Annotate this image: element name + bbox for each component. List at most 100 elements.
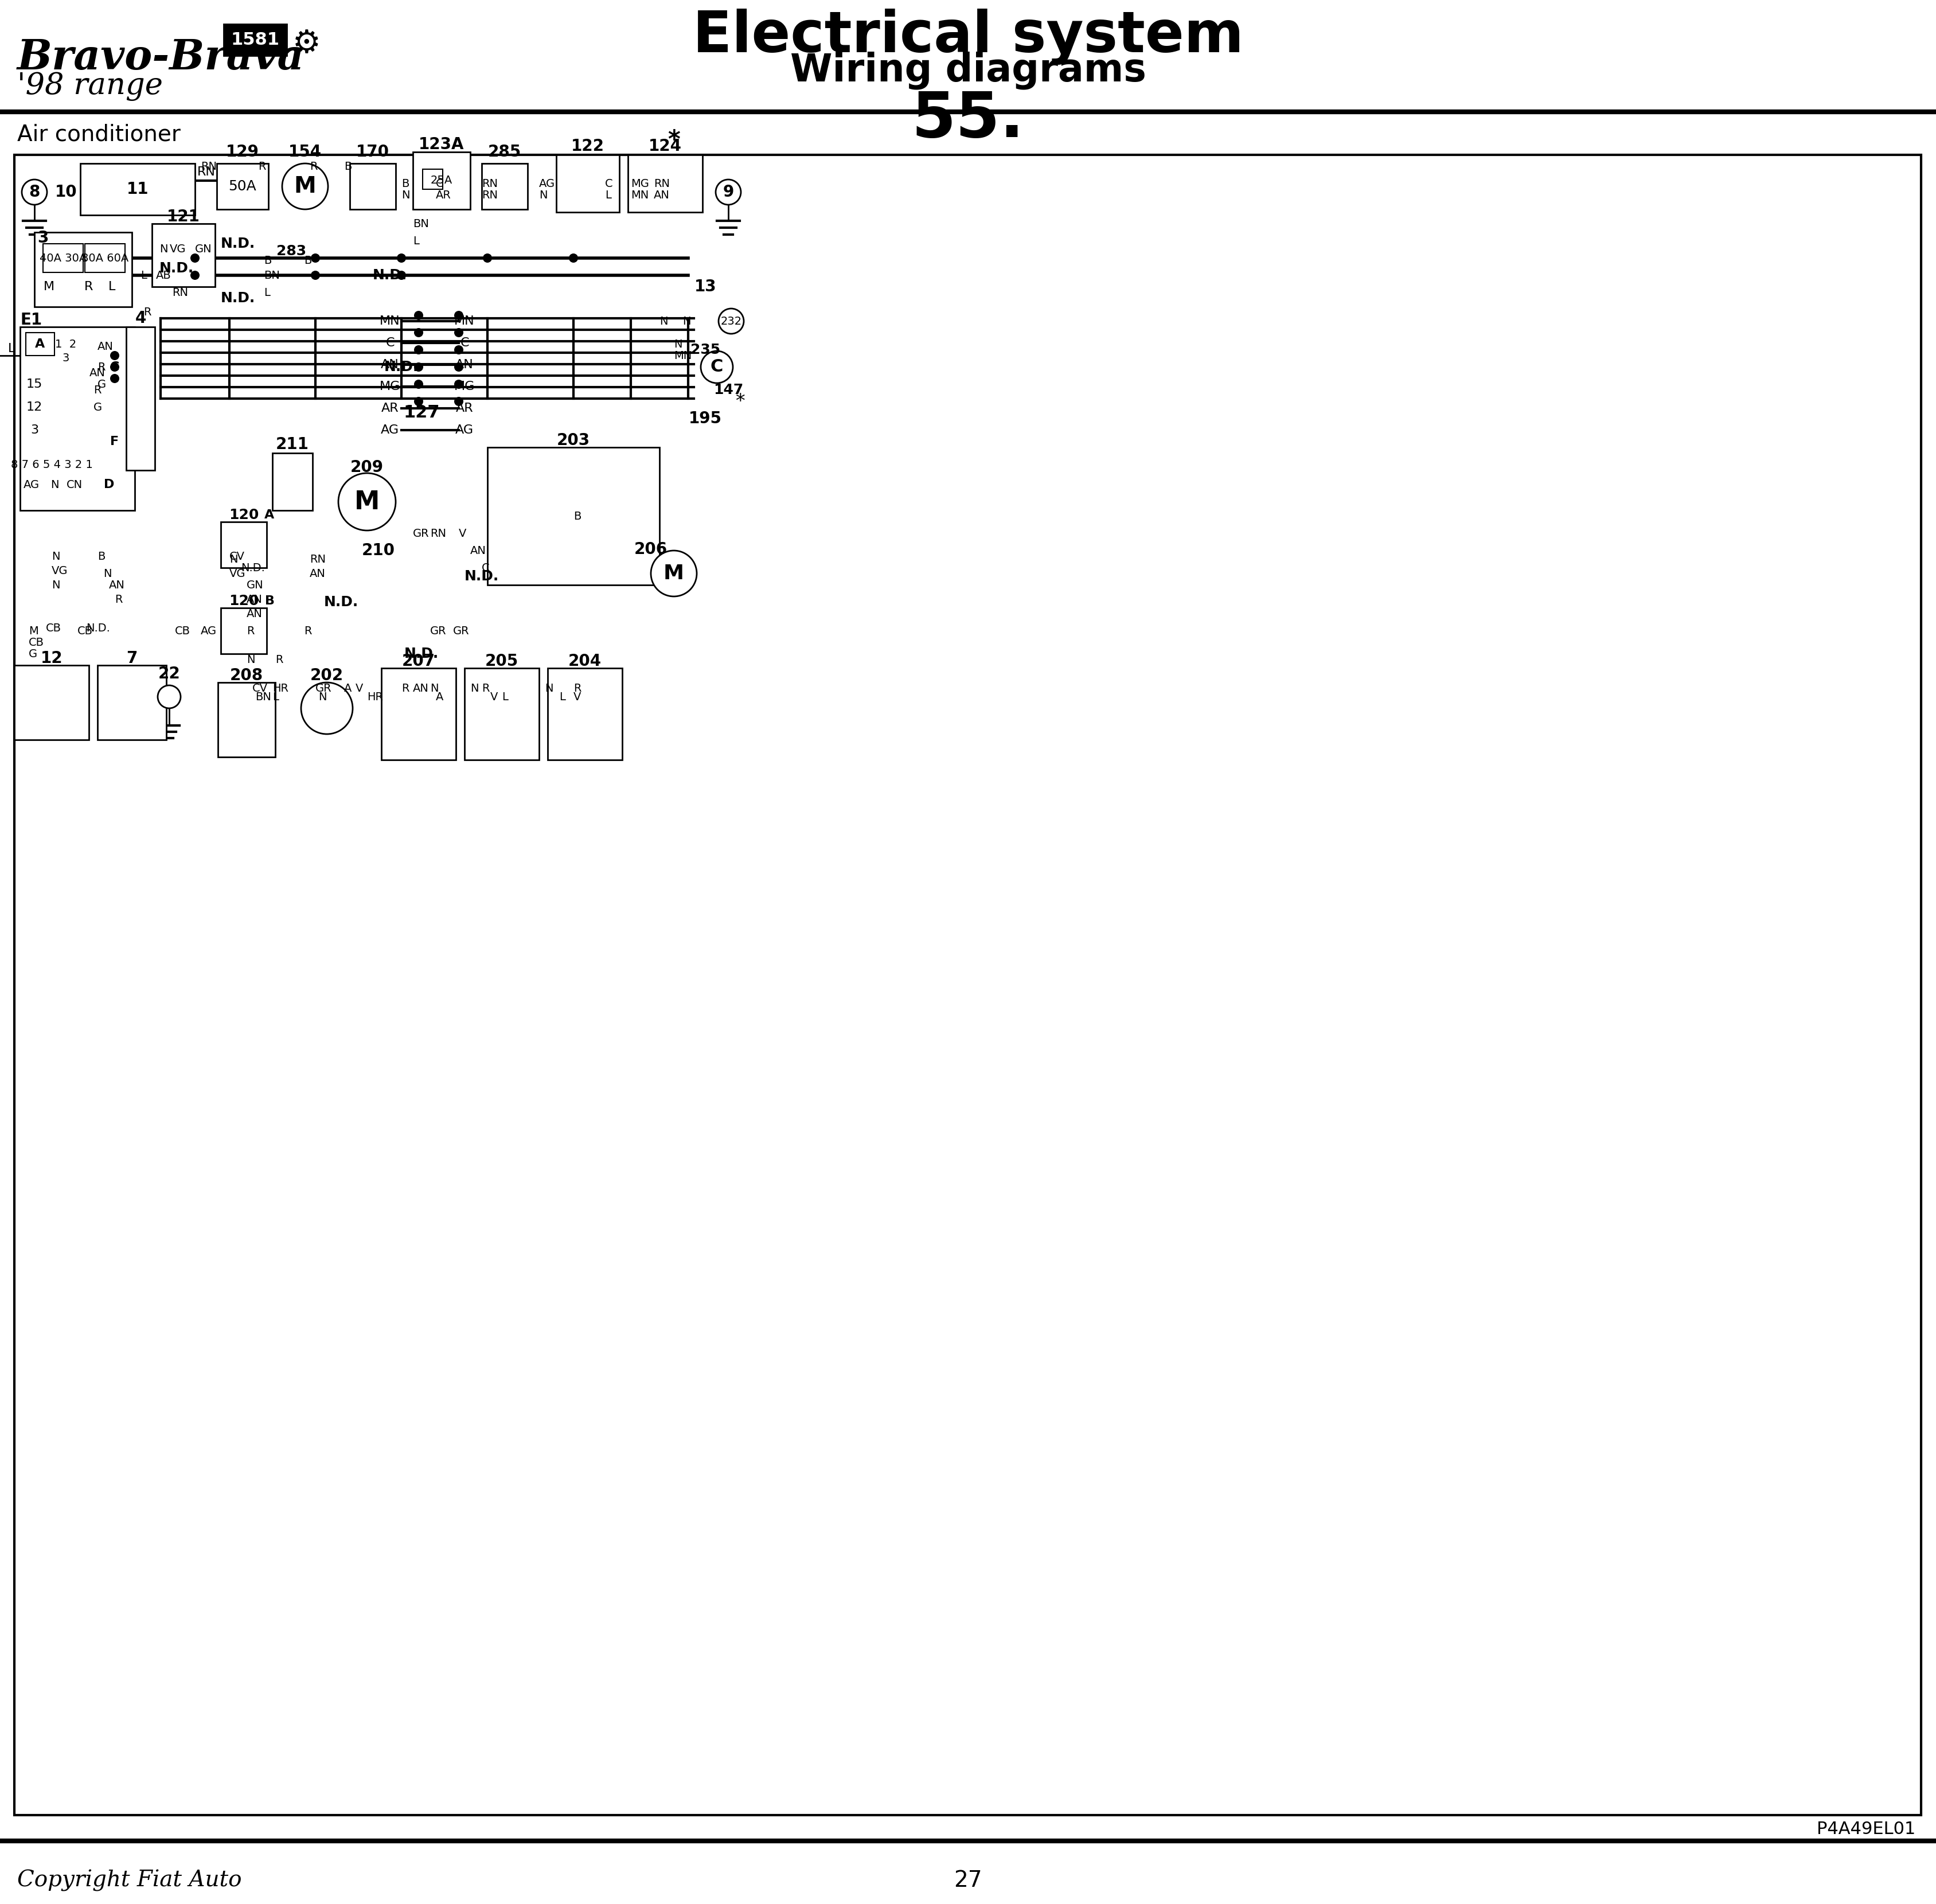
Text: L: L <box>8 343 15 354</box>
Text: 170: 170 <box>356 145 389 160</box>
Circle shape <box>110 373 120 383</box>
Text: MN: MN <box>379 316 401 327</box>
Text: AR: AR <box>436 190 451 200</box>
Text: 40A 30A: 40A 30A <box>39 253 87 263</box>
Text: 123A: 123A <box>418 137 465 152</box>
Bar <box>556 154 620 211</box>
Bar <box>465 668 538 760</box>
Text: N: N <box>544 684 554 693</box>
Circle shape <box>283 164 327 209</box>
Text: 8 7 6 5 4 3 2 1: 8 7 6 5 4 3 2 1 <box>10 459 93 470</box>
Text: CB: CB <box>174 625 190 636</box>
Text: N: N <box>318 691 327 703</box>
Text: 147: 147 <box>712 383 743 396</box>
Text: 3: 3 <box>37 230 48 246</box>
Text: CV: CV <box>228 550 244 562</box>
Text: 124: 124 <box>649 139 681 154</box>
Text: B: B <box>97 550 105 562</box>
Bar <box>488 447 660 585</box>
Text: M: M <box>29 625 39 636</box>
Text: N.D.: N.D. <box>405 647 439 661</box>
Circle shape <box>414 379 424 388</box>
Text: 211: 211 <box>275 436 310 453</box>
Text: 9: 9 <box>722 185 734 200</box>
Text: R: R <box>275 655 283 664</box>
Bar <box>79 164 196 215</box>
Text: V: V <box>459 527 467 539</box>
Circle shape <box>716 179 741 206</box>
Text: 204: 204 <box>569 653 602 670</box>
Text: L: L <box>273 691 279 703</box>
Text: C: C <box>482 562 490 573</box>
Text: V: V <box>356 684 364 693</box>
Text: 235: 235 <box>691 343 720 356</box>
Circle shape <box>718 308 743 333</box>
Bar <box>273 453 312 510</box>
Text: M: M <box>294 175 316 198</box>
Text: N: N <box>430 684 438 693</box>
Bar <box>14 664 89 741</box>
Text: 202: 202 <box>310 668 343 684</box>
Text: RN: RN <box>430 527 445 539</box>
Text: GR: GR <box>316 684 331 693</box>
Bar <box>627 154 703 211</box>
Text: N: N <box>538 190 548 200</box>
Text: 3: 3 <box>31 425 39 436</box>
Text: L: L <box>560 691 565 703</box>
Text: AN: AN <box>310 567 325 579</box>
Text: RN: RN <box>654 179 670 188</box>
Circle shape <box>455 379 463 388</box>
Text: 207: 207 <box>403 653 436 670</box>
Text: B: B <box>573 510 581 522</box>
Text: Copyright Fiat Auto: Copyright Fiat Auto <box>17 1870 242 1891</box>
Bar <box>126 327 155 470</box>
Text: GN: GN <box>196 244 213 255</box>
Bar <box>225 25 287 55</box>
Text: N: N <box>660 316 668 327</box>
Text: RN: RN <box>482 179 498 188</box>
Text: N: N <box>246 655 256 664</box>
Text: GR: GR <box>430 625 447 636</box>
Text: B: B <box>345 160 352 171</box>
Text: AR: AR <box>455 402 472 413</box>
Text: N.D.: N.D. <box>221 291 256 305</box>
Text: BN: BN <box>256 691 271 703</box>
Text: A: A <box>345 684 352 693</box>
Text: G: G <box>29 649 37 659</box>
Text: AG: AG <box>381 425 399 436</box>
Text: 208: 208 <box>230 668 263 684</box>
Text: R: R <box>573 684 581 693</box>
Text: R: R <box>310 160 318 171</box>
Bar <box>412 152 470 209</box>
Text: 11: 11 <box>126 181 149 198</box>
Text: RN: RN <box>201 160 217 171</box>
Text: 80A 60A: 80A 60A <box>81 253 128 263</box>
Text: L: L <box>604 190 612 200</box>
Circle shape <box>414 310 424 320</box>
Text: L: L <box>141 270 147 280</box>
Text: V: V <box>490 691 498 703</box>
Text: R: R <box>85 282 93 293</box>
Text: R: R <box>93 385 101 396</box>
Circle shape <box>157 685 180 708</box>
Circle shape <box>21 179 46 206</box>
Text: 4: 4 <box>136 310 145 326</box>
Text: ⚙: ⚙ <box>292 29 321 59</box>
Text: AR: AR <box>381 402 399 413</box>
Text: RN: RN <box>197 166 215 177</box>
Text: B: B <box>304 255 312 267</box>
Text: N.D.: N.D. <box>372 268 407 282</box>
Text: CB: CB <box>46 623 62 634</box>
Text: CB: CB <box>77 625 93 636</box>
Text: BN: BN <box>412 219 430 228</box>
Circle shape <box>312 253 319 263</box>
Text: 121: 121 <box>166 209 199 225</box>
Text: D: D <box>105 480 114 491</box>
Text: R: R <box>401 684 408 693</box>
Text: RN: RN <box>482 190 498 200</box>
Text: R: R <box>114 594 122 605</box>
Text: AG: AG <box>23 480 39 489</box>
Text: N.D.: N.D. <box>240 562 265 573</box>
Text: 50A: 50A <box>228 179 257 194</box>
Text: N.D.: N.D. <box>465 569 499 583</box>
